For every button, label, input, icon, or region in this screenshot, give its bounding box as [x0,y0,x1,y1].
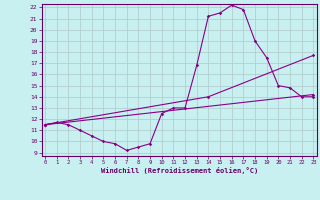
X-axis label: Windchill (Refroidissement éolien,°C): Windchill (Refroidissement éolien,°C) [100,167,258,174]
